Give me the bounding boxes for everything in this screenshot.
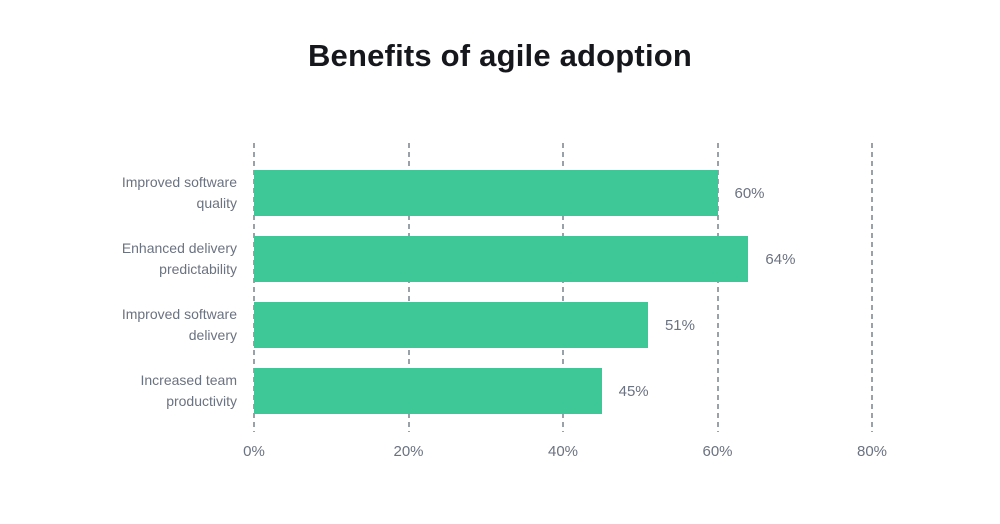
category-label: Increased team productivity <box>140 372 238 409</box>
x-tick-label: 60% <box>702 443 733 460</box>
x-tick-label: 0% <box>243 443 265 460</box>
x-tick-label: 40% <box>547 443 579 460</box>
category-label: Improved software delivery <box>121 306 237 343</box>
x-tick-label: 80% <box>856 443 888 460</box>
gridline <box>716 143 719 432</box>
x-tick-label: 20% <box>393 443 424 460</box>
category-label: Improved software quality <box>121 174 237 211</box>
gridline <box>562 143 564 432</box>
gridline <box>871 143 873 432</box>
bar <box>254 236 749 282</box>
gridline <box>407 143 410 432</box>
category-label: Enhanced delivery predictability <box>121 240 237 277</box>
gridline <box>253 143 255 432</box>
chart-title: Benefits of agile adoption <box>307 38 693 73</box>
bar <box>254 368 602 414</box>
value-label: 51% <box>664 316 695 334</box>
bar <box>254 302 648 348</box>
value-label: 64% <box>765 250 796 268</box>
value-label: 60% <box>734 184 765 202</box>
bar <box>254 170 718 216</box>
value-label: 45% <box>618 382 649 400</box>
